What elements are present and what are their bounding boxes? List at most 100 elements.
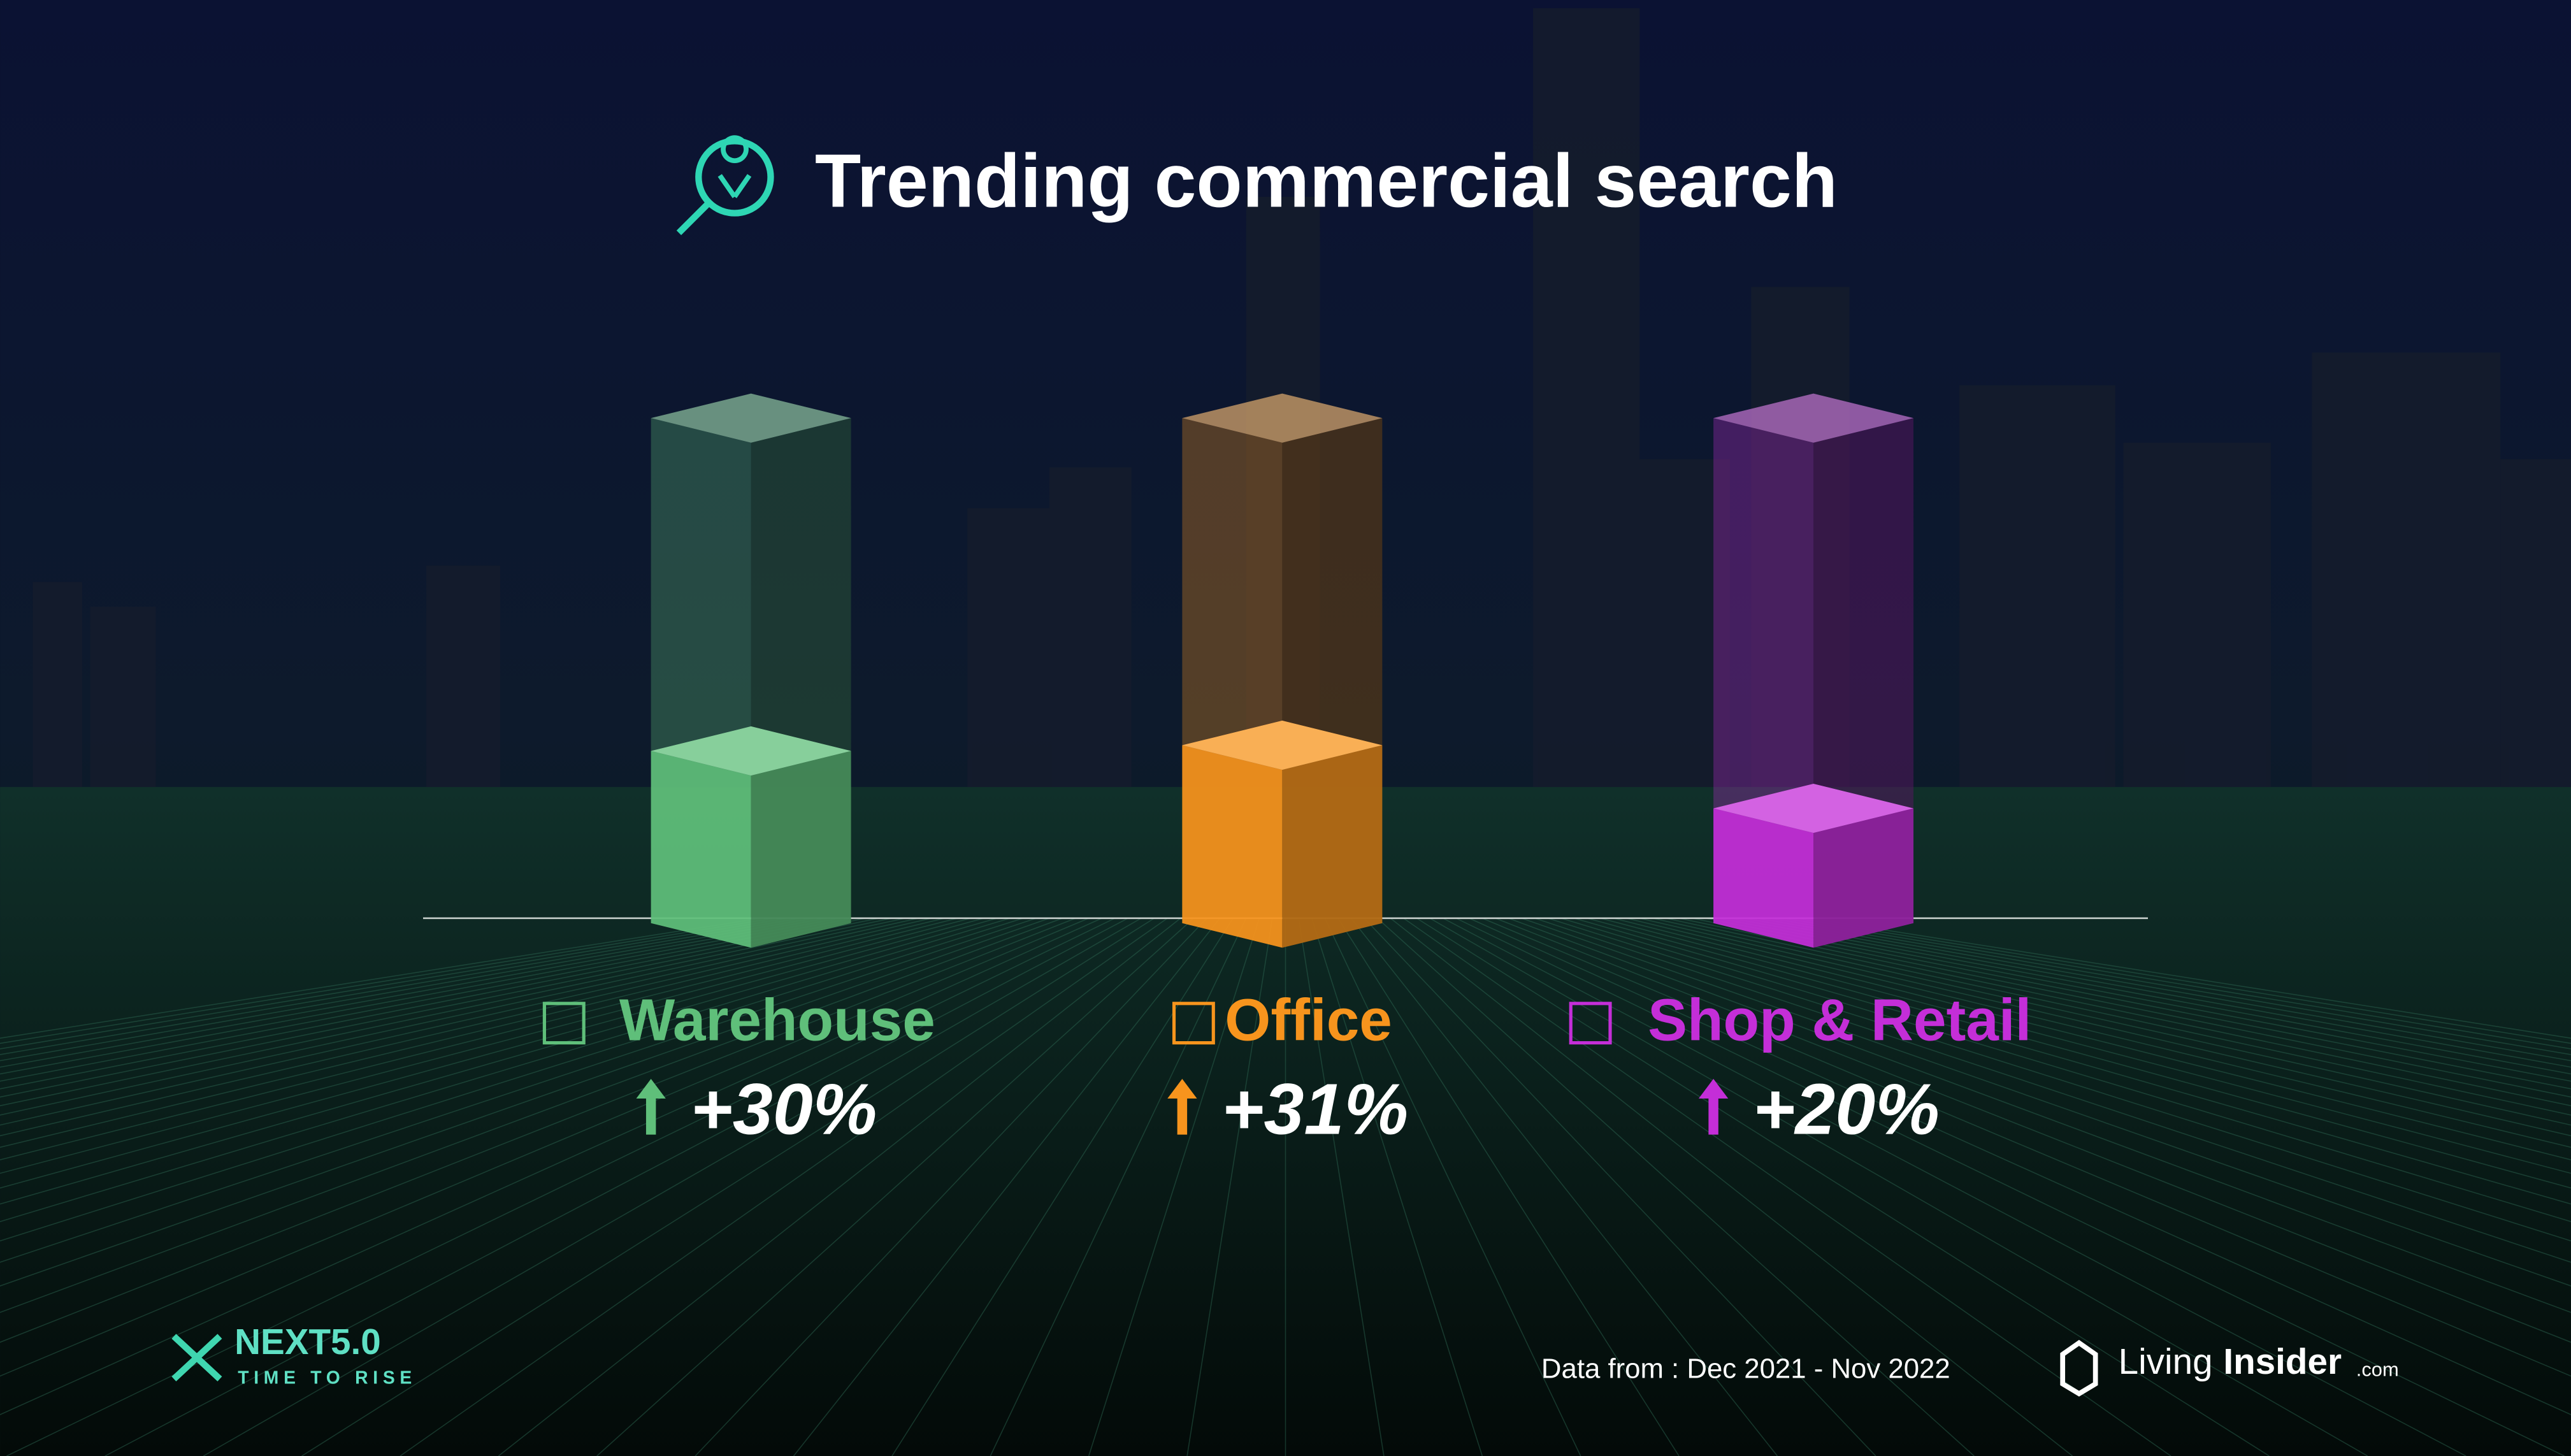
column [1713,393,1914,948]
floor-line [1364,918,1876,1456]
column [1182,393,1383,948]
floor-line [1469,918,2571,1415]
category-icon [1172,1002,1215,1045]
floor-line [0,918,1076,1343]
floor-line [1508,918,2571,1313]
floor-line [0,918,905,1116]
floor-line [0,918,827,1068]
floor-line [0,918,945,1148]
glass-top [651,393,851,443]
floor-line [1705,918,2571,1090]
floor-line [0,918,1024,1242]
glass-top [1713,393,1914,443]
bar-right [1813,808,1914,948]
floor-line [1652,918,2571,1126]
floor-line [104,918,1128,1456]
floor-line [1521,918,2571,1287]
floor-line [1666,918,2571,1116]
floor-line [0,918,1063,1313]
floor-line [1337,918,1680,1456]
glass-top-light [1713,393,1914,443]
floor-line [1298,918,1385,1456]
category-label: Office [1225,987,1392,1053]
floor-line [0,918,984,1189]
bar-right-shade [751,751,851,948]
floor-line [0,918,840,1075]
floor-line [498,918,1181,1456]
floor-line [0,918,774,1044]
floor-line [0,918,1050,1287]
floor-line [1429,918,2368,1456]
floor-line [1692,918,2571,1098]
floor-line [1377,918,1975,1456]
floor-line [1757,918,2571,1062]
bar [1182,720,1383,948]
floor-line [1311,918,1483,1456]
category-label: Warehouse [619,987,935,1053]
up-arrow [1698,1079,1729,1135]
floor-line [1718,918,2571,1082]
floor-line [1560,918,2571,1222]
column [651,393,851,948]
floor-line [1810,918,2571,1039]
event-name: NEXT5.0 [234,1322,381,1362]
chart-title: Trending commercial search [815,140,1838,224]
floor-line [0,918,879,1098]
up-arrow [636,1079,666,1135]
bar-right [1282,745,1383,948]
floor-line [1731,918,2571,1075]
floor-line [0,918,866,1090]
floor-line [0,918,893,1107]
floor-line [1416,918,2270,1456]
floor-line [1639,918,2571,1137]
floor-line [0,918,853,1082]
floor-line [1455,918,2565,1456]
value-label: +20% [1753,1069,1940,1150]
up-arrow [1167,1079,1197,1135]
glass-top [1182,393,1383,443]
bar-right [751,751,851,948]
floor-line [1495,918,2571,1343]
bar-left [651,751,751,948]
floor-line [1771,918,2571,1055]
living-insider-logo: Living Insider .com [2060,1339,2399,1397]
bar-left [1182,745,1283,948]
floor-line [0,918,1102,1415]
title-icon [676,135,774,236]
floor-line [1547,918,2571,1242]
logo-main: Living [2119,1341,2213,1381]
floor-line [1186,918,1273,1456]
floor-line [1088,918,1260,1456]
bar-right-shade [1282,745,1383,948]
value-label: +31% [1221,1069,1408,1150]
floor-line [1587,918,2571,1189]
floor-line [1390,918,2073,1456]
floor-line [0,918,761,1039]
floor-line [596,918,1194,1456]
floor-line [0,918,1090,1377]
floor-line [1744,918,2571,1068]
event-tagline: TIME TO RISE [238,1367,417,1388]
bar [1713,783,1914,948]
floor-line [1350,918,1778,1456]
floor-line [0,918,932,1137]
floor-line [891,918,1234,1456]
floor-line [0,918,1037,1263]
floor-line [1574,918,2571,1205]
floor-line [0,918,788,1049]
floor-line [0,918,800,1055]
value-label: +30% [691,1069,877,1150]
bar [651,726,851,948]
floor-line [1783,918,2571,1049]
floor-line [0,918,958,1160]
source-note: Data from : Dec 2021 - Nov 2022 [1541,1353,1950,1385]
next-logo: NEXT5.0 TIME TO RISE [171,1322,417,1388]
floor-line [0,918,1011,1222]
floor-line [0,918,814,1062]
floor-line [1443,918,2467,1456]
floor-lines [0,918,2571,1456]
floor-line [1613,918,2571,1160]
floor-line [1481,918,2571,1377]
